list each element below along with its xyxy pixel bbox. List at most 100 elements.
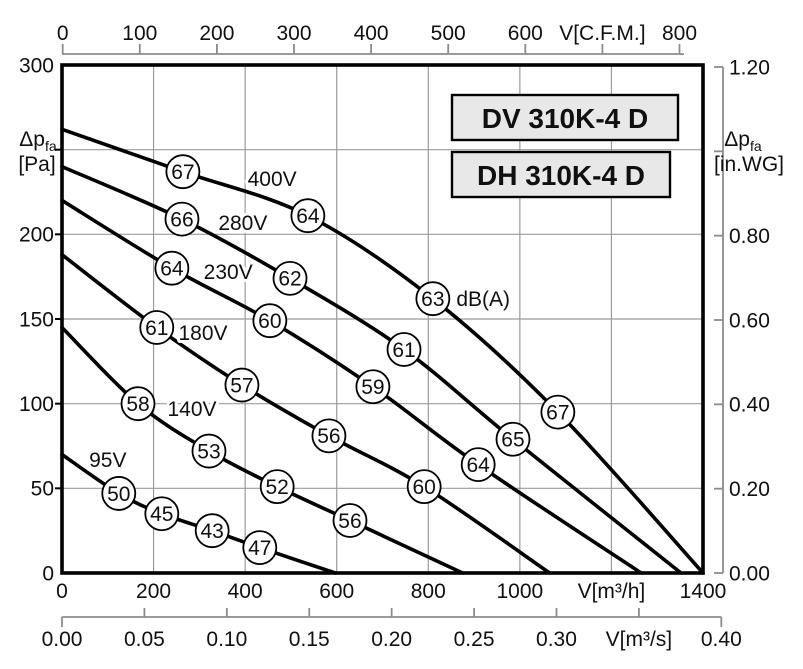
db-marker-circle [101,476,137,511]
left-axis-label: 300 [19,54,54,77]
db-marker-value: 66 [170,208,193,231]
grid-layer [62,65,703,573]
bottom-axis-label: 400 [228,580,263,603]
db-marker-circle [290,198,326,234]
db-marker-circle [144,496,180,532]
left-axis-label: 100 [19,393,54,416]
db-marker-circle [540,394,576,430]
left-axis-label: 0 [42,562,54,585]
db-marker-circle [311,418,347,454]
right-axis-label: 1.20 [729,56,770,79]
db-marker-value: 52 [266,476,289,499]
bottom-axis-label: 800 [411,580,446,603]
voltage-label-140V: 140V [168,398,217,421]
db-marker-circle [415,281,451,317]
db-marker-value: 59 [361,376,384,399]
top-axis-label: 400 [354,22,389,45]
top-axis-label: V[C.F.M.] [559,22,645,45]
m3s-axis-label: 0.40 [701,628,742,651]
left-axis-title-sub: fa [45,138,57,154]
db-marker-value: 67 [171,161,194,184]
db-marker-circle [495,421,531,457]
db-marker-value: 45 [150,503,173,526]
db-marker-value: 67 [546,401,569,424]
right-axis-title-sub: fa [750,138,762,154]
left-axis-label: 150 [19,308,54,331]
db-marker-circle [139,310,175,345]
top-axis-label: 200 [199,22,234,45]
db-marker-circle [164,201,200,237]
db-marker-value: 43 [200,520,223,543]
bottom-axis-label: 0 [56,580,68,603]
model-boxes: DV 310K-4 D DH 310K-4 D [450,93,680,199]
db-marker-circle [460,447,496,483]
bottom-axis-label: V[m³/h] [578,580,646,603]
db-marker-circle [272,260,308,296]
db-marker-value: 61 [392,339,415,362]
left-axis-title-main: Δp [19,128,45,151]
axes-layer: 0 100 200 300 400 500 600 V[C.F.M.] 800050100150… [19,22,770,651]
right-axis-label: 0.20 [729,478,770,501]
left-axis-label: 50 [31,478,54,501]
top-axis-label: 800 [662,22,697,45]
bottom-axis-label: 600 [319,580,354,603]
model-box-dh [450,150,672,199]
db-marker-value: 56 [338,510,361,533]
db-marker-value: 65 [501,429,524,452]
left-axis-title: Δp fa [Pa] [18,128,57,176]
m3s-axis-label: 0.15 [289,628,330,651]
top-axis-label: 600 [508,22,543,45]
m3s-axis-label: 0.05 [124,628,165,651]
db-marker-value: 60 [258,310,281,333]
right-axis-label: 0.00 [729,562,770,585]
curve-95V [60,452,338,575]
right-axis-title: Δp fa [in.WG] [714,128,784,176]
top-axis-label: 100 [122,22,157,45]
model-label-dv: DV 310K-4 D [482,103,649,134]
left-axis-label: 200 [19,224,54,247]
bottom-axis-label: 200 [136,580,171,603]
top-axis-label: 500 [431,22,466,45]
db-marker-circle [224,367,260,403]
m3s-axis-label: 0.20 [371,628,412,651]
model-label-dh: DH 310K-4 D [477,160,645,191]
db-unit-label: dB(A) [456,288,510,311]
db-marker-circle [191,433,227,469]
plot-frame [60,63,705,575]
top-axis-label: 300 [276,22,311,45]
db-marker-circle [259,469,295,505]
markers-layer: 67 64 63 dB(A) 67 66 62 61 65 64 60 59 64 61 57 56 60 58 5… [101,154,576,565]
m3s-axis-label: 0.10 [206,628,247,651]
db-marker-value: 63 [421,288,444,311]
db-marker-circle [355,369,391,405]
db-marker-circle [120,386,156,422]
db-marker-value: 53 [197,440,220,463]
m3s-axis-label: 0.30 [536,628,577,651]
db-marker-circle [406,469,442,505]
db-marker-value: 47 [248,537,271,560]
db-marker-value: 62 [278,268,301,291]
db-marker-value: 56 [317,425,340,448]
db-marker-value: 57 [230,374,253,397]
right-axis-label: 0.60 [729,309,770,332]
bottom-axis-label: 1400 [680,580,727,603]
db-marker-value: 64 [296,205,320,228]
db-marker-circle [386,332,422,367]
voltage-label-180V: 180V [178,322,227,345]
db-marker-circle [154,250,190,286]
right-axis-label: 0.80 [729,225,770,248]
right-axis-label: 0.40 [729,394,770,417]
model-box-dv [450,93,680,142]
db-marker-circle [194,513,230,549]
voltage-label-95V: 95V [89,449,126,472]
db-marker-circle [165,154,201,190]
curve-140V [60,325,465,575]
top-axis-label: 0 [57,22,69,45]
right-axis-unit: [in.WG] [714,153,784,176]
m3s-axis-label: 0.25 [454,628,495,651]
db-marker-circle [242,530,278,565]
bottom-axis-label: 1000 [496,580,543,603]
db-marker-circle [332,503,368,538]
